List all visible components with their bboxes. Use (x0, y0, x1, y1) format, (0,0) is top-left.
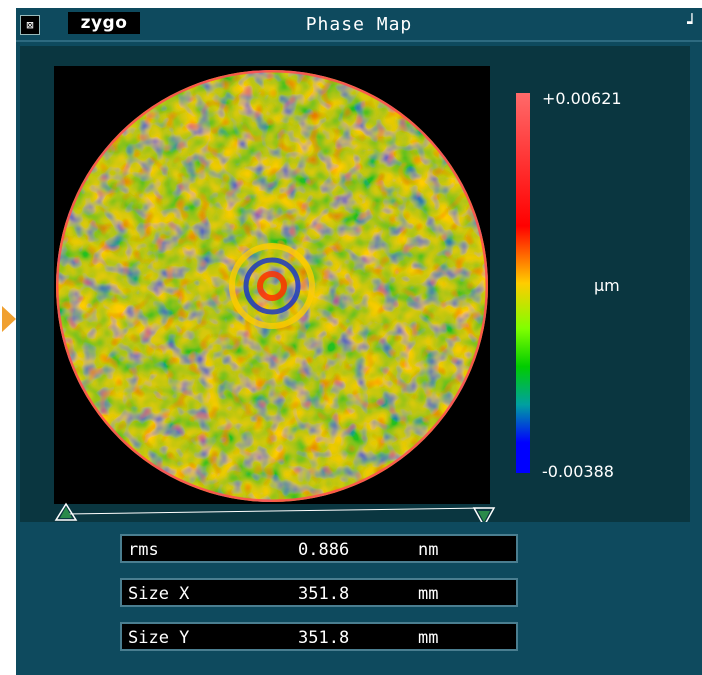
colorbar-max-label: +0.00621 (542, 89, 622, 108)
window-title: Phase Map (305, 14, 413, 35)
result-unit: mm (418, 584, 439, 604)
result-row-size-y: Size Y 351.8 mm (120, 622, 518, 651)
result-label: Size X (128, 584, 190, 604)
system-menu-icon[interactable]: ⊠ (20, 15, 40, 35)
results-panel: rms 0.886 nm Size X 351.8 mm Size Y 351.… (16, 522, 702, 675)
side-tab-marker (2, 306, 16, 332)
result-value: 0.886 (298, 540, 350, 560)
result-unit: nm (418, 540, 439, 560)
phase-map-panel: +0.00621 µm -0.00388 (20, 46, 690, 528)
result-label: rms (128, 540, 159, 560)
color-bar (516, 93, 530, 473)
result-row-rms: rms 0.886 nm (120, 534, 518, 563)
result-unit: mm (418, 628, 439, 648)
phase-map-window: ⊠ zygo Phase Map ┙ (16, 8, 702, 675)
result-row-size-x: Size X 351.8 mm (120, 578, 518, 607)
result-value: 351.8 (298, 584, 350, 604)
result-value: 351.8 (298, 628, 350, 648)
title-bar[interactable]: ⊠ zygo Phase Map ┙ (16, 8, 702, 42)
result-label: Size Y (128, 628, 190, 648)
scan-line-slider[interactable] (52, 498, 502, 538)
corner-resize-icon[interactable]: ┙ (687, 13, 697, 32)
zygo-logo: zygo (68, 12, 140, 34)
phase-map-plot[interactable] (54, 66, 490, 504)
colorbar-unit-label: µm (594, 276, 620, 295)
colorbar-min-label: -0.00388 (542, 462, 614, 481)
